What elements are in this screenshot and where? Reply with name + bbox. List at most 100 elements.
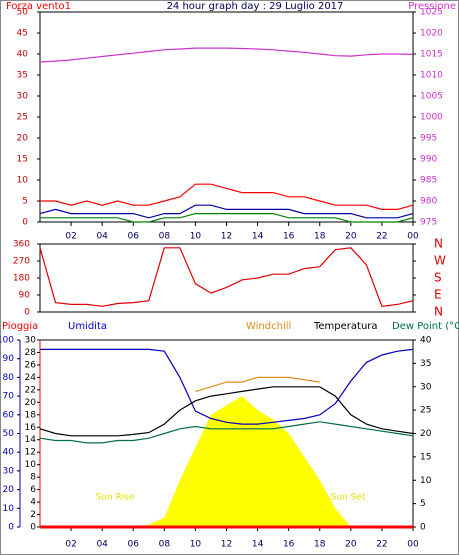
tick-label: 40 — [420, 336, 432, 346]
tick-label: 985 — [420, 176, 437, 186]
tick-label: 1010 — [420, 71, 443, 81]
tick-label: 25 — [17, 113, 28, 123]
x-tick-label: 20 — [345, 232, 357, 242]
tick-label: 25 — [420, 406, 431, 416]
x-tick-label: 10 — [190, 232, 202, 242]
tick-label: 24 — [25, 373, 37, 383]
series-line — [40, 183, 414, 210]
tick-label: 0 — [22, 218, 28, 228]
x-tick-label: 18 — [314, 232, 326, 242]
x-tick-label: 14 — [252, 540, 264, 550]
x-tick-label: 00 — [407, 232, 419, 242]
legend-entry: Pioggia — [2, 321, 38, 332]
series-line — [195, 376, 320, 392]
legend-entry: Temperatura — [313, 321, 378, 332]
tick-label: 90 — [19, 291, 31, 301]
tick-label: 20 — [17, 134, 29, 144]
tick-label: 12 — [25, 448, 36, 458]
tick-label: 40 — [17, 50, 29, 60]
tick-label: W — [434, 254, 446, 268]
annotation: Sun Rise — [96, 493, 135, 503]
series-line — [39, 47, 414, 63]
tick-label: 1020 — [420, 29, 443, 39]
x-tick-label: 22 — [376, 232, 387, 242]
tick-label: 35 — [17, 71, 28, 81]
tick-label: S — [434, 271, 442, 285]
tick-label: 22 — [25, 385, 36, 395]
tick-label: 35 — [420, 359, 431, 369]
tick-label: 50 — [3, 429, 15, 439]
tick-label: 995 — [420, 134, 437, 144]
x-tick-label: 02 — [65, 232, 76, 242]
tick-label: 1015 — [420, 50, 443, 60]
x-tick-label: 12 — [221, 540, 232, 550]
tick-label: 6 — [30, 485, 36, 495]
tick-label: 15 — [17, 155, 28, 165]
tick-label: 10 — [3, 504, 15, 514]
tick-label: 70 — [3, 392, 15, 402]
x-tick-label: 08 — [159, 540, 171, 550]
tick-label: 0 — [24, 308, 30, 318]
tick-label: 0 — [8, 523, 14, 533]
tick-label: 20 — [3, 485, 15, 495]
tick-label: 20 — [25, 398, 37, 408]
tick-label: 40 — [3, 448, 15, 458]
x-tick-label: 00 — [407, 540, 419, 550]
legend-entry: Dew Point (°C — [392, 321, 459, 332]
x-tick-label: 14 — [252, 232, 264, 242]
tick-label: 4 — [30, 498, 36, 508]
tick-label: 26 — [25, 360, 37, 370]
plot-area — [39, 11, 414, 223]
tick-label: 1000 — [420, 113, 443, 123]
tick-label: 100 — [0, 336, 14, 346]
tick-label: 16 — [25, 423, 37, 433]
tick-label: E — [434, 288, 442, 302]
tick-label: 80 — [3, 373, 15, 383]
tick-label: 10 — [420, 476, 432, 486]
tick-label: 980 — [420, 197, 437, 207]
tick-label: 5 — [22, 197, 28, 207]
x-tick-label: 06 — [128, 232, 140, 242]
tick-label: 1005 — [420, 92, 443, 102]
x-tick-label: 02 — [65, 540, 76, 550]
tick-label: 5 — [420, 499, 426, 509]
tick-label: 975 — [420, 218, 437, 228]
tick-label: 30 — [420, 382, 432, 392]
tick-label: 30 — [17, 92, 29, 102]
tick-label: 990 — [420, 155, 437, 165]
tick-label: 60 — [3, 410, 15, 420]
tick-label: 2 — [30, 510, 36, 520]
y2-axis-label: Pressione — [408, 1, 456, 12]
tick-label: 28 — [25, 348, 37, 358]
series-line — [39, 386, 414, 437]
tick-label: 8 — [30, 473, 36, 483]
tick-label: 90 — [3, 354, 15, 364]
x-tick-label: 10 — [190, 540, 202, 550]
x-tick-label: 22 — [376, 540, 387, 550]
tick-label: 1025 — [420, 8, 443, 18]
area — [40, 396, 413, 527]
series-line — [40, 213, 414, 223]
x-tick-label: 20 — [345, 540, 357, 550]
x-tick-label: 04 — [96, 540, 108, 550]
series-line — [39, 421, 414, 444]
tick-label: 14 — [25, 435, 37, 445]
legend-entry: Umidita — [68, 321, 107, 332]
tick-label: 0 — [420, 523, 426, 533]
annotation: Sun Set — [331, 493, 366, 503]
tick-label: 30 — [25, 336, 37, 346]
series-line — [39, 247, 414, 307]
tick-label: N — [434, 305, 443, 319]
y-axis-label: Forza vento1 — [6, 1, 71, 12]
tick-label: 270 — [13, 257, 30, 267]
tick-label: 50 — [17, 8, 29, 18]
chart-title: 24 hour graph day : 29 Luglio 2017 — [167, 1, 344, 12]
x-tick-label: 12 — [221, 232, 232, 242]
tick-label: 180 — [13, 274, 30, 284]
tick-label: 10 — [17, 176, 29, 186]
tick-label: 10 — [25, 460, 37, 470]
x-tick-label: 16 — [283, 232, 295, 242]
series-line — [40, 348, 414, 425]
x-tick-label: 18 — [314, 540, 326, 550]
